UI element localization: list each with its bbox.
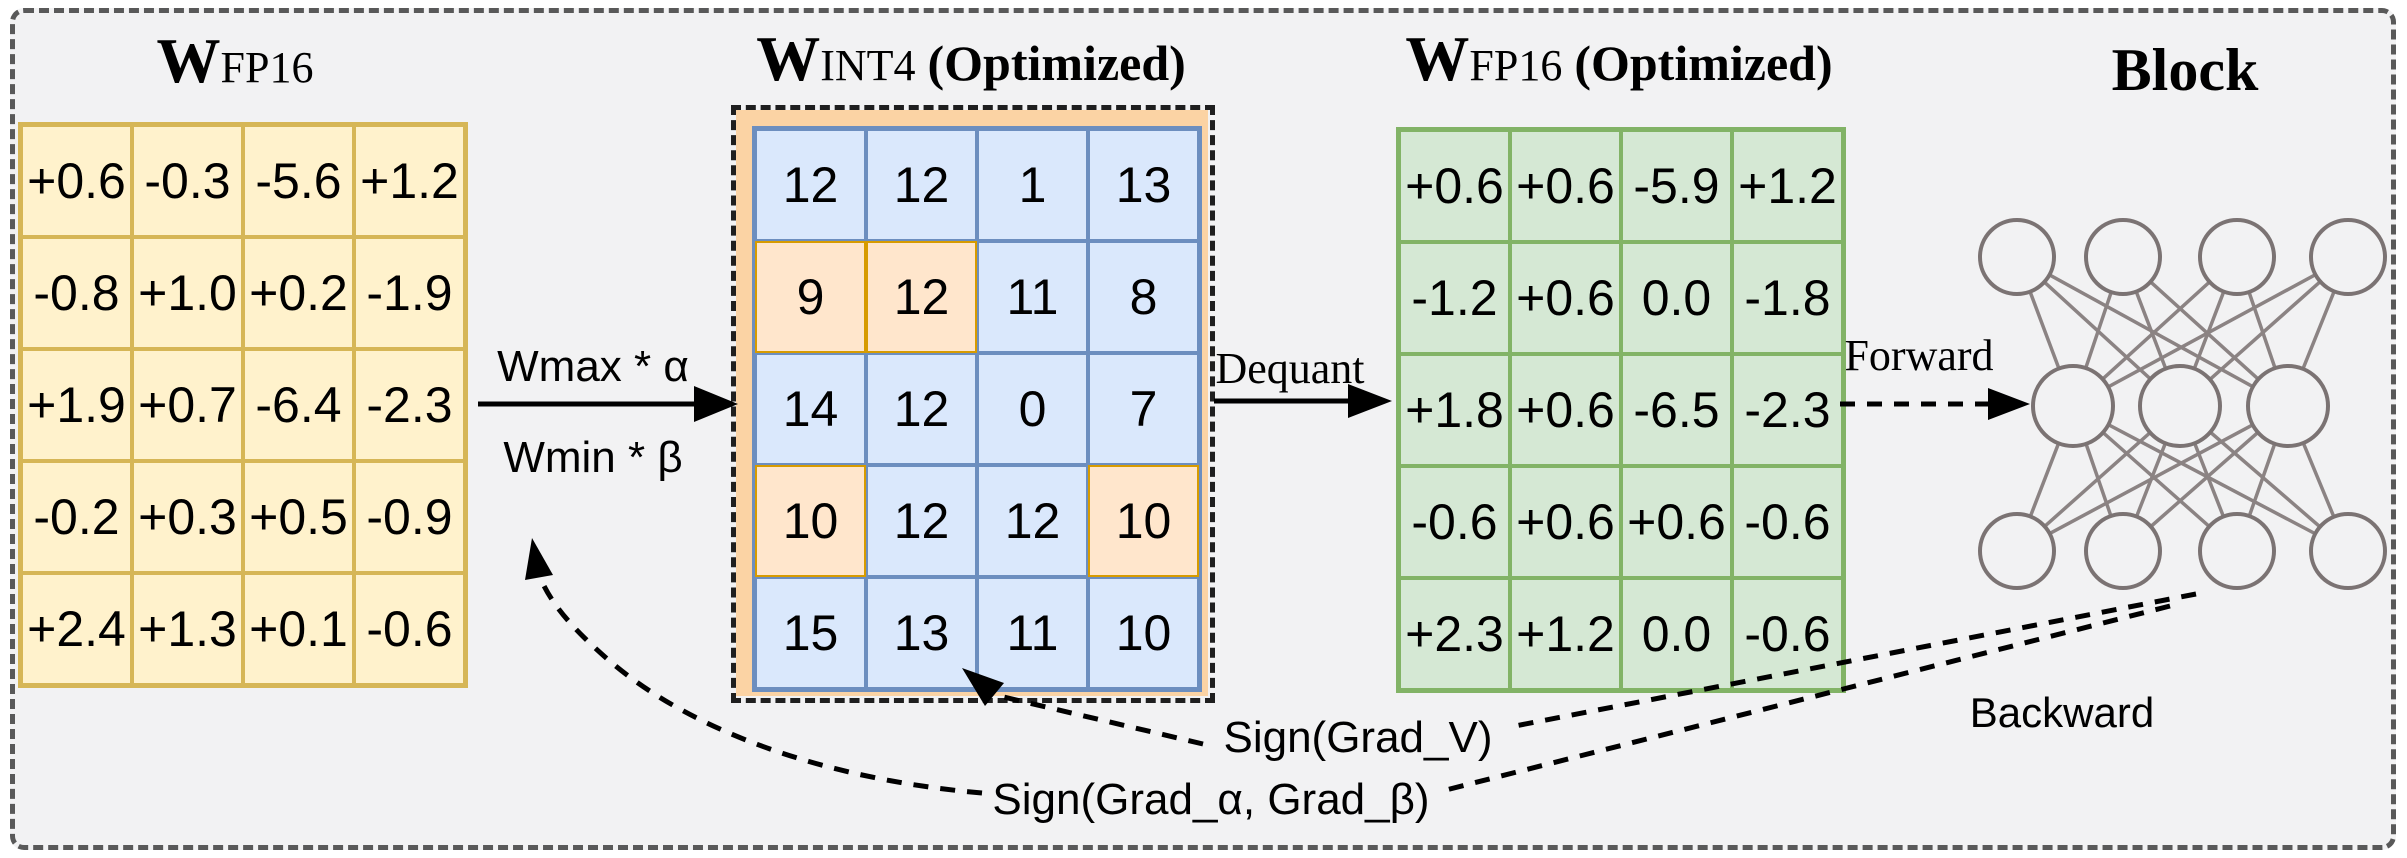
matrix-cell: +1.2 [354, 125, 465, 237]
label-dequant: Dequant [1215, 344, 1365, 393]
matrix-cell: +2.3 [1399, 578, 1510, 690]
matrix-cell-highlighted: 9 [755, 241, 866, 353]
matrix-cell: +0.1 [243, 573, 354, 685]
matrix-w-fp16-optimized: +0.6 +0.6 -5.9 +1.2 -1.2 +0.6 0.0 -1.8 +1.8 +0.6-… [1396, 127, 1846, 693]
matrix-cell: 12 [977, 465, 1088, 577]
matrix-w-fp16: +0.6 -0.3 -5.6 +1.2 -0.8 +1.0 +0.2 -1.9 +1.9 +0.7… [18, 122, 468, 688]
matrix-cell: -5.6 [243, 125, 354, 237]
matrix-cell: 8 [1088, 241, 1199, 353]
matrix-cell: +0.7 [132, 349, 243, 461]
matrix-cell: -0.6 [1732, 466, 1843, 578]
label-forward: Forward [1844, 331, 1994, 380]
matrix-cell: -0.6 [1399, 466, 1510, 578]
matrix-cell: -6.4 [243, 349, 354, 461]
matrix-cell: 12 [866, 353, 977, 465]
matrix-cell: 7 [1088, 353, 1199, 465]
matrix-w-int4: 12 12 1 13 9 12 11 8 14 12 0 7 10 12 12 10 15 13 11 10 [752, 126, 1202, 692]
matrix-cell: -1.9 [354, 237, 465, 349]
matrix-cell: 0.0 [1621, 242, 1732, 354]
matrix-cell: 1 [977, 129, 1088, 241]
matrix-cell: +1.2 [1732, 130, 1843, 242]
matrix-cell-highlighted: 10 [755, 465, 866, 577]
matrix-cell: -6.5 [1621, 354, 1732, 466]
title-subscript: INT4 [820, 41, 916, 90]
matrix-cell: +0.6 [1510, 466, 1621, 578]
matrix-cell: -1.8 [1732, 242, 1843, 354]
matrix-cell: +0.6 [21, 125, 132, 237]
matrix-cell: +0.6 [1510, 354, 1621, 466]
matrix-cell: 11 [977, 241, 1088, 353]
title-subscript: FP16 [220, 43, 314, 92]
matrix-cell: -1.2 [1399, 242, 1510, 354]
matrix-cell: -0.6 [1732, 578, 1843, 690]
matrix-cell: -0.3 [132, 125, 243, 237]
matrix-cell: 14 [755, 353, 866, 465]
matrix-cell: +0.5 [243, 461, 354, 573]
matrix-cell: -2.3 [354, 349, 465, 461]
matrix-cell: -0.6 [354, 573, 465, 685]
matrix-cell: 0.0 [1621, 578, 1732, 690]
matrix-cell: +0.3 [132, 461, 243, 573]
matrix-cell: +0.6 [1510, 130, 1621, 242]
matrix-cell: +1.3 [132, 573, 243, 685]
matrix-cell: -0.9 [354, 461, 465, 573]
matrix-cell: -0.8 [21, 237, 132, 349]
matrix-cell: -5.9 [1621, 130, 1732, 242]
label-wmin-beta: Wmin * β [503, 433, 683, 482]
matrix-cell: 13 [866, 577, 977, 689]
title-suffix: (Optimized) [1574, 35, 1833, 91]
matrix-cell: +2.4 [21, 573, 132, 685]
label-sign-grad-v: Sign(Grad_V) [1223, 713, 1493, 762]
matrix-cell: +0.2 [243, 237, 354, 349]
title-main: W [1405, 23, 1470, 94]
title-subscript: FP16 [1469, 41, 1563, 90]
matrix-cell-highlighted: 10 [1088, 465, 1199, 577]
matrix-cell: 12 [866, 129, 977, 241]
matrix-cell: 0 [977, 353, 1088, 465]
matrix-cell: +1.9 [21, 349, 132, 461]
matrix-cell: -0.2 [21, 461, 132, 573]
label-wmax-alpha: Wmax * α [497, 342, 689, 391]
matrix-cell: +0.6 [1399, 130, 1510, 242]
matrix-cell: +1.8 [1399, 354, 1510, 466]
title-suffix: (Optimized) [927, 35, 1186, 91]
label-backward: Backward [1969, 689, 2155, 736]
matrix-cell-highlighted: 12 [866, 241, 977, 353]
matrix-cell: +1.2 [1510, 578, 1621, 690]
title-block: Block [2111, 37, 2259, 103]
matrix-cell: +0.6 [1621, 466, 1732, 578]
title-w-fp16-optimized: WFP16 (Optimized) [1386, 22, 1852, 96]
title-w-int4-optimized: WINT4 (Optimized) [723, 22, 1219, 96]
label-sign-grad-alpha-beta: Sign(Grad_α, Grad_β) [992, 775, 1430, 824]
matrix-cell: 12 [866, 465, 977, 577]
title-main: W [756, 23, 821, 94]
matrix-cell: +1.0 [132, 237, 243, 349]
matrix-cell: 12 [755, 129, 866, 241]
title-w-fp16: WFP16 [18, 24, 464, 98]
matrix-cell: 13 [1088, 129, 1199, 241]
matrix-cell: 11 [977, 577, 1088, 689]
matrix-cell: +0.6 [1510, 242, 1621, 354]
matrix-cell: -2.3 [1732, 354, 1843, 466]
matrix-cell: 15 [755, 577, 866, 689]
matrix-cell: 10 [1088, 577, 1199, 689]
title-main: W [156, 25, 221, 96]
